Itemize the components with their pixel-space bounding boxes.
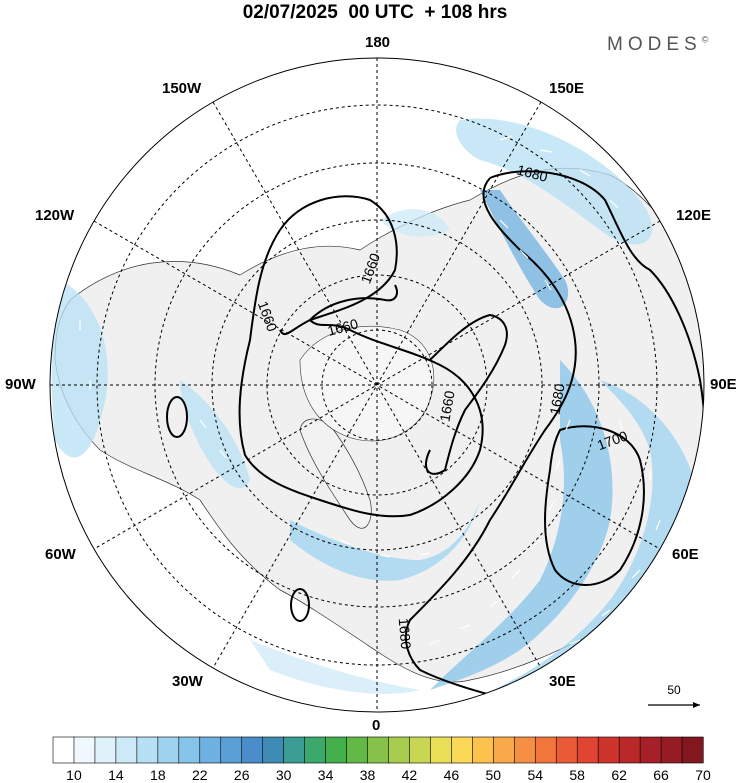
colorbar-swatch xyxy=(639,736,662,764)
map-disc xyxy=(50,58,704,712)
map-title: 02/07/2025 00 UTC + 108 hrs xyxy=(242,2,508,23)
colorbar-tick-label: 62 xyxy=(611,767,627,783)
colorbar-swatch xyxy=(304,736,327,764)
colorbar-swatch xyxy=(325,736,348,764)
colorbar-swatch xyxy=(409,736,432,764)
colorbar-tick-label: 34 xyxy=(317,767,334,783)
lon-label-60w: 60W xyxy=(45,546,76,563)
colorbar-swatch xyxy=(73,736,96,764)
lon-label-60e: 60E xyxy=(672,546,699,563)
contour-label: 1680 xyxy=(546,382,567,416)
colorbar-tick-label: 54 xyxy=(527,767,544,783)
reference-vector-head xyxy=(693,702,700,708)
colorbar-swatch xyxy=(555,736,578,764)
colorbar xyxy=(52,736,704,764)
colorbar-swatch xyxy=(262,736,285,764)
lon-label-0: 0 xyxy=(372,717,381,734)
colorbar-tick-label: 22 xyxy=(191,767,208,783)
colorbar-tick-label: 26 xyxy=(233,767,250,783)
colorbar-swatch xyxy=(94,736,117,764)
map-boundary xyxy=(49,57,705,713)
colorbar-tick-label: 14 xyxy=(108,767,124,783)
lon-label-150w: 150W xyxy=(162,80,202,97)
graticule xyxy=(50,58,704,712)
colorbar-swatch xyxy=(52,736,75,764)
colorbar-swatch xyxy=(576,736,599,764)
colorbar-swatch xyxy=(660,736,683,764)
colorbar-tick-label: 18 xyxy=(150,767,166,783)
lon-label-30e: 30E xyxy=(549,673,576,690)
contour-label: 1660 xyxy=(436,389,457,423)
colorbar-swatch xyxy=(346,736,369,764)
colorbar-swatch xyxy=(241,736,264,764)
colorbar-swatch xyxy=(157,736,180,764)
colorbar-tick-label: 58 xyxy=(569,767,585,783)
colorbar-tick-label: 70 xyxy=(695,767,711,783)
colorbar-swatch xyxy=(681,736,704,764)
colorbar-tick-label: 42 xyxy=(401,767,418,783)
colorbar-swatch xyxy=(597,736,620,764)
lon-label-30w: 30W xyxy=(172,673,203,690)
colorbar-swatch xyxy=(178,736,201,764)
brand-logo: MODES© xyxy=(607,34,709,55)
contour-label: 1680 xyxy=(515,161,549,185)
colorbar-swatch xyxy=(367,736,390,764)
colorbar-swatch xyxy=(534,736,557,764)
colorbar-tick-label: 10 xyxy=(66,767,82,783)
colorbar-tick-label: 38 xyxy=(359,767,376,783)
arctic-ocean xyxy=(299,325,434,442)
colorbar-swatch xyxy=(115,736,138,764)
colorbar-swatch xyxy=(618,736,641,764)
colorbar-swatch xyxy=(199,736,222,764)
colorbar-swatch xyxy=(220,736,243,764)
lon-label-180: 180 xyxy=(365,34,391,51)
lon-label-90e: 90E xyxy=(710,376,737,393)
colorbar-swatch xyxy=(513,736,536,764)
colorbar-tick-label: 50 xyxy=(485,767,502,783)
colorbar-swatch xyxy=(451,736,473,764)
colorbar-swatch xyxy=(388,736,411,764)
colorbar-swatch xyxy=(136,736,159,764)
contour-label: 1680 xyxy=(396,617,415,650)
contour-label: 1660 xyxy=(326,315,360,339)
colorbar-swatch xyxy=(283,736,306,764)
colorbar-swatch xyxy=(493,736,515,764)
lon-label-90w: 90W xyxy=(5,376,36,393)
contour-label-group: 1680 1660 1660 1660 1660 1680 1700 1680 xyxy=(255,161,630,650)
lon-label-150e: 150E xyxy=(549,80,585,97)
lon-label-120w: 120W xyxy=(35,207,75,224)
colorbar-tick-label: 66 xyxy=(653,767,669,783)
colorbar-swatch xyxy=(472,736,494,764)
reference-vector-label: 50 xyxy=(667,683,681,697)
colorbar-tick-label: 46 xyxy=(443,767,460,783)
wind-vectors xyxy=(79,135,661,678)
colorbar-swatch xyxy=(430,736,452,764)
lon-label-120e: 120E xyxy=(676,207,712,224)
colorbar-tick-label: 30 xyxy=(275,767,292,783)
